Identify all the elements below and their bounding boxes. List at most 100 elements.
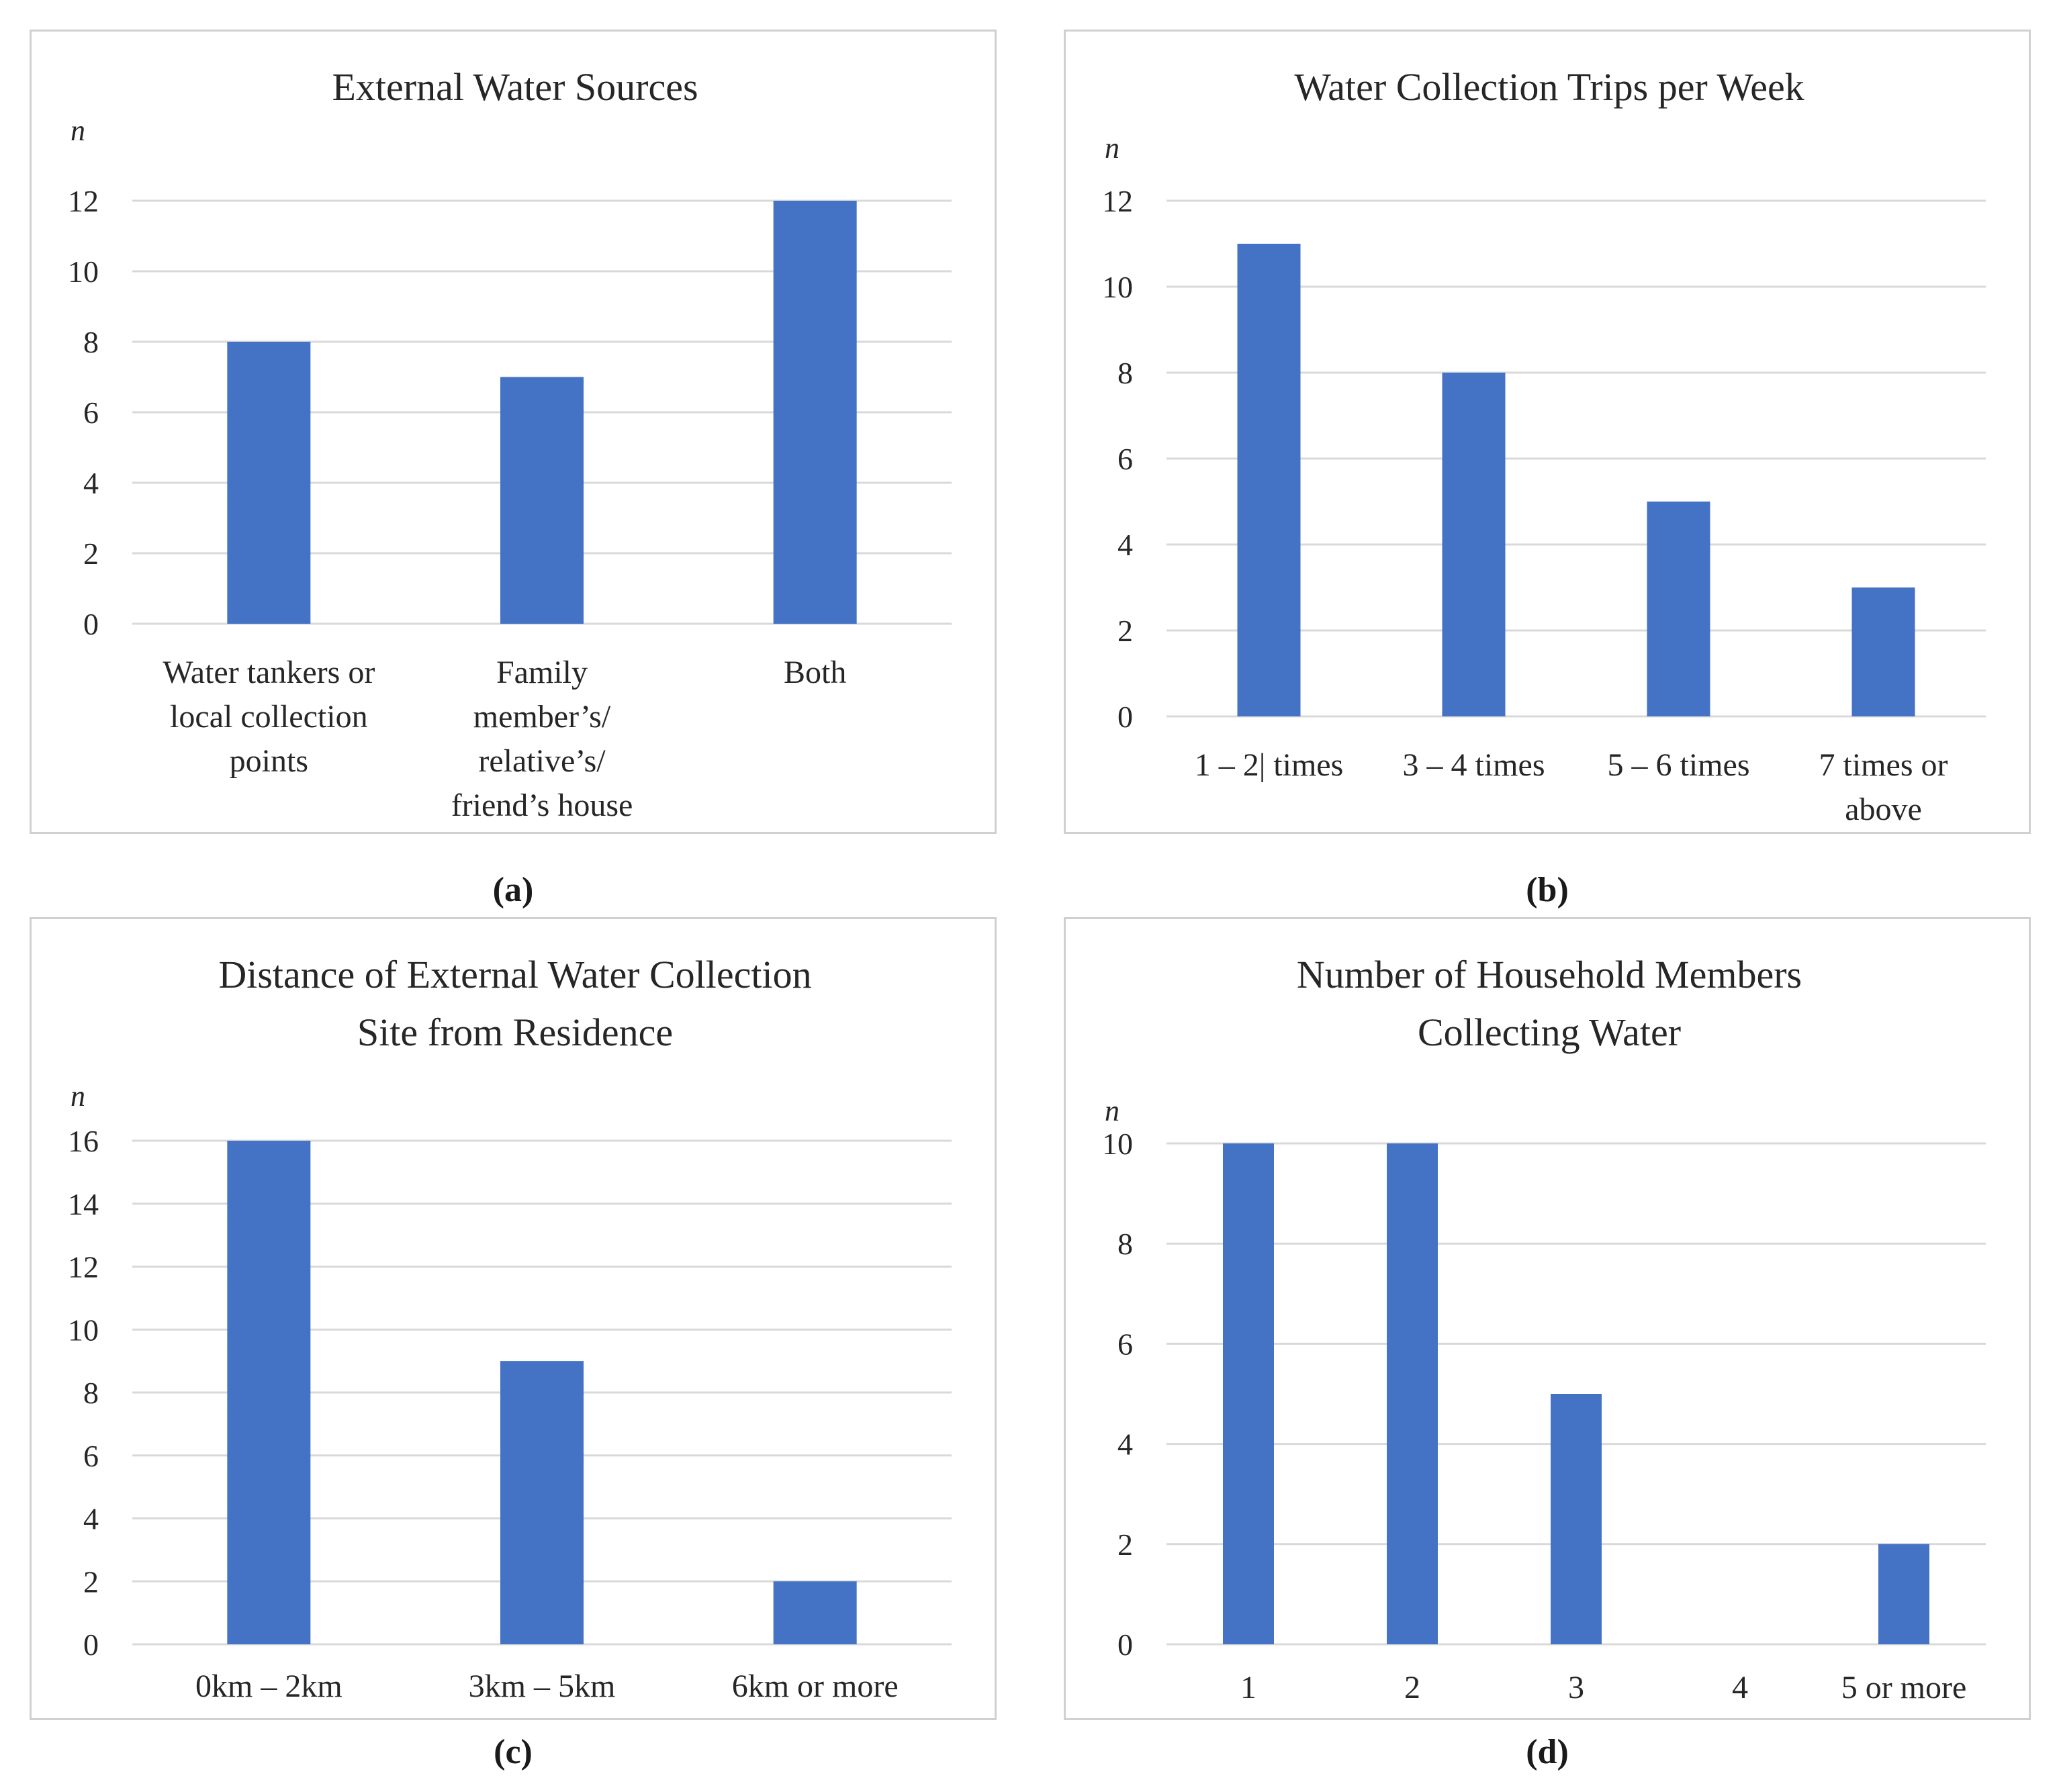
caption-a: (a) — [492, 871, 534, 909]
x-category-label-line: 0km – 2km — [195, 1668, 342, 1704]
y-axis-label: n — [71, 1080, 85, 1113]
y-tick-label: 10 — [68, 1313, 99, 1347]
chart-a-svg: External Water Sources n 0 2 4 6 8 10 12 Water ta… — [68, 65, 952, 823]
y-tick-label: 4 — [83, 466, 99, 500]
x-category-label: 3km – 5km — [469, 1668, 616, 1704]
chart-panel-c: Distance of External Water Collection Sit… — [30, 917, 997, 1720]
x-category-label: 6km or more — [732, 1668, 899, 1704]
chart-title: Site from Residence — [357, 1010, 673, 1054]
y-tick-label: 4 — [1117, 1427, 1133, 1462]
y-tick-label: 8 — [1117, 1227, 1133, 1261]
chart-title: Water Collection Trips per Week — [1294, 65, 1804, 109]
y-tick-label: 2 — [1117, 614, 1133, 648]
x-category-label-line: 3 — [1568, 1670, 1584, 1705]
y-tick-label: 4 — [1117, 528, 1133, 562]
x-category-label: 7 times or above — [1819, 747, 1948, 827]
x-category-label: Water tankers or local collection points — [163, 655, 375, 779]
x-category-label-line: 4 — [1732, 1670, 1748, 1705]
y-tick-label: 2 — [1117, 1527, 1133, 1562]
bar-b-4 — [1851, 587, 1915, 716]
y-tick-label: 12 — [1102, 184, 1133, 218]
y-tick-label: 16 — [68, 1124, 99, 1158]
x-category-label: 3 — [1568, 1670, 1584, 1705]
bar-b-2 — [1442, 373, 1506, 716]
x-category-label-line: 5 or more — [1841, 1670, 1967, 1705]
bar-c-3 — [773, 1581, 857, 1644]
x-category-label: 5 or more — [1841, 1670, 1967, 1705]
x-category-label-line: local collection — [170, 699, 368, 735]
y-tick-label: 10 — [68, 254, 99, 289]
y-tick-label: 10 — [1102, 270, 1133, 304]
y-tick-label: 2 — [83, 536, 99, 571]
y-tick-label: 2 — [83, 1564, 99, 1599]
x-category-label: 2 — [1404, 1670, 1420, 1705]
chart-title: Collecting Water — [1418, 1010, 1681, 1054]
x-category-label-line: 7 times or — [1819, 747, 1948, 783]
y-tick-label: 14 — [68, 1187, 99, 1221]
x-category-label: 1 – 2| times — [1195, 747, 1344, 783]
y-tick-label: 6 — [1117, 442, 1133, 476]
chart-c-svg: Distance of External Water Collection Sit… — [68, 953, 952, 1704]
x-category-label-line: relative’s/ — [478, 743, 606, 779]
chart-panel-a: External Water Sources n 0 2 4 6 8 10 12 Water ta… — [30, 30, 997, 834]
x-category-label-line: Water tankers or — [163, 655, 375, 690]
x-category-label: 5 – 6 times — [1608, 747, 1750, 783]
y-tick-label: 6 — [1117, 1327, 1133, 1361]
bar-a-1 — [227, 342, 311, 624]
bar-a-3 — [773, 201, 857, 624]
chart-title: Number of Household Members — [1297, 953, 1802, 996]
x-category-label-line: friend’s house — [451, 788, 633, 823]
y-tick-label: 0 — [1117, 1628, 1133, 1662]
y-tick-label: 10 — [1102, 1127, 1133, 1161]
bar-d-3 — [1551, 1394, 1602, 1644]
chart-title: Distance of External Water Collection — [218, 953, 811, 996]
x-category-label-line: 3km – 5km — [469, 1668, 616, 1704]
x-category-label: 0km – 2km — [195, 1668, 342, 1704]
y-tick-label: 8 — [83, 325, 99, 359]
y-axis-label: n — [1105, 1094, 1119, 1127]
x-category-label-line: points — [230, 743, 308, 779]
y-tick-label: 4 — [83, 1502, 99, 1536]
y-tick-label: 0 — [1117, 700, 1133, 734]
chart-panel-d: Number of Household Members Collecting Wa… — [1064, 917, 2031, 1720]
chart-panel-b: Water Collection Trips per Week n 0 2 4 6 8 10 1… — [1064, 30, 2031, 834]
bar-c-2 — [500, 1361, 584, 1644]
x-category-label-line: member’s/ — [473, 699, 611, 735]
y-axis-label: n — [1105, 132, 1119, 164]
y-tick-label: 12 — [68, 184, 99, 218]
y-tick-label: 6 — [83, 395, 99, 430]
x-category-label: 1 — [1240, 1670, 1256, 1705]
x-category-label-line: 1 – 2| times — [1195, 747, 1344, 783]
y-tick-label: 6 — [83, 1439, 99, 1473]
x-category-label: 4 — [1732, 1670, 1748, 1705]
chart-b-svg: Water Collection Trips per Week n 0 2 4 6 8 10 1… — [1102, 65, 1986, 827]
bar-d-2 — [1387, 1143, 1438, 1644]
caption-c: (c) — [494, 1733, 533, 1771]
y-axis-label: n — [71, 114, 85, 147]
x-category-label: 3 – 4 times — [1403, 747, 1545, 783]
bar-b-3 — [1647, 502, 1710, 716]
x-category-label-line: Both — [784, 655, 846, 690]
caption-b: (b) — [1526, 871, 1569, 909]
bar-d-5 — [1878, 1544, 1929, 1644]
caption-d: (d) — [1526, 1733, 1569, 1771]
x-category-label-line: Family — [496, 655, 588, 690]
y-tick-label: 12 — [68, 1250, 99, 1284]
y-tick-label: 8 — [1117, 356, 1133, 390]
x-category-label-line: 3 – 4 times — [1403, 747, 1545, 783]
x-category-label: Both — [784, 655, 846, 690]
y-tick-label: 0 — [83, 607, 99, 641]
x-category-label-line: above — [1845, 792, 1922, 827]
chart-title: External Water Sources — [332, 65, 698, 109]
bar-c-1 — [227, 1141, 311, 1644]
x-category-label-line: 6km or more — [732, 1668, 899, 1704]
bar-d-1 — [1223, 1143, 1274, 1644]
y-tick-label: 0 — [83, 1628, 99, 1662]
x-category-label-line: 5 – 6 times — [1608, 747, 1750, 783]
x-category-label-line: 2 — [1404, 1670, 1420, 1705]
x-category-label-line: 1 — [1240, 1670, 1256, 1705]
bar-a-2 — [500, 377, 584, 624]
bar-b-1 — [1237, 244, 1301, 716]
chart-d-svg: Number of Household Members Collecting Wa… — [1102, 953, 1986, 1705]
x-category-label: Family member’s/relative’s/friend’s house — [451, 655, 633, 823]
